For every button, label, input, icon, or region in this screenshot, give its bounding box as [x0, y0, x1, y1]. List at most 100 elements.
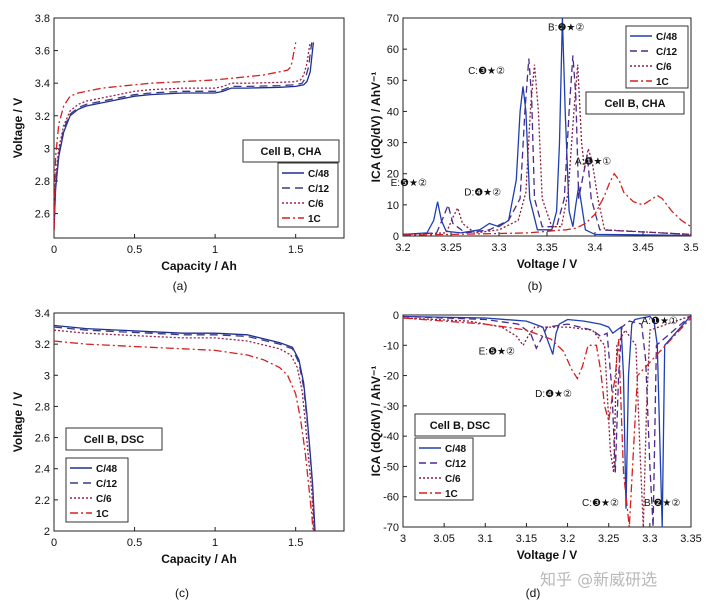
y-tick-label-d: -10: [383, 340, 399, 352]
legend-label: C/6: [96, 494, 112, 505]
series-group-c: [54, 324, 316, 531]
annotation-box-a: [242, 139, 340, 163]
annotation-text-b: Cell B, CHA: [604, 98, 665, 110]
x-tick-label-c: 1: [212, 537, 218, 549]
x-tick-label-a: 0.5: [127, 244, 142, 256]
annotation-box-d: [414, 413, 506, 437]
legend-label: 1C: [96, 509, 109, 520]
series-line-1C: [54, 340, 314, 531]
peak-label: E:❺★②: [479, 346, 515, 357]
peak-label: D:❹★②: [464, 188, 501, 199]
series-line-C-12: [403, 315, 691, 527]
x-tick-label-b: 3.25: [440, 242, 461, 254]
y-tick-label-c: 3: [44, 370, 50, 382]
series-line-C-6: [54, 329, 315, 531]
x-tick-label-a: 0: [51, 244, 57, 256]
x-axis-label-c: Capacity / Ah: [161, 552, 237, 566]
x-tick-label-d: 3.05: [433, 533, 454, 545]
x-tick-label-d: 3.15: [516, 533, 537, 545]
y-axis-label-b: ICA (dQ/dV) / AhV⁻¹: [369, 72, 383, 183]
y-tick-label-a: 2.6: [35, 209, 50, 221]
y-tick-label-b: 60: [387, 44, 399, 56]
legend-label: C/12: [445, 459, 467, 470]
y-tick-label-a: 2.8: [35, 176, 50, 188]
y-tick-label-b: 30: [387, 138, 399, 150]
chart-panel-b: 3.2 3.25 3.3 3.35 3.4 3.45 3.5 0 10 20 30 40 50 60 70 V…: [369, 13, 699, 293]
series-group-a: [54, 42, 315, 230]
series-line-C-48: [403, 18, 691, 236]
y-tick-label-b: 70: [387, 13, 399, 25]
y-tick-label-b: 20: [387, 169, 399, 181]
y-tick-label-a: 3: [44, 143, 50, 155]
series-line-C-48: [403, 315, 691, 527]
x-tick-label-c: 0.5: [127, 537, 142, 549]
legend-label: C/12: [308, 184, 330, 195]
x-tick-label-a: 1: [212, 244, 218, 256]
series-line-1C: [403, 317, 691, 527]
y-tick-label-b: 0: [393, 231, 399, 243]
x-tick-label-d: 3.1: [478, 533, 493, 545]
annotation-box-c: [65, 427, 163, 451]
annotation-box-b: [585, 91, 685, 115]
y-tick-label-b: 10: [387, 200, 399, 212]
annotation-text-c: Cell B, DSC: [84, 434, 145, 446]
y-tick-label-d: -50: [383, 461, 399, 473]
legend-label: C/6: [656, 62, 672, 73]
legend-label: 1C: [308, 214, 321, 225]
x-axis-label-d: Voltage / V: [517, 548, 577, 562]
x-tick-label-d: 3.2: [560, 533, 575, 545]
y-tick-label-c: 2.6: [35, 433, 50, 445]
legend-label: C/12: [96, 479, 118, 490]
peak-label: B:❷★②: [644, 498, 680, 509]
x-tick-label-d: 3.3: [642, 533, 657, 545]
chart-panel-c: 0 0.5 1 1.5 2 2.2 2.4 2.6 2.8 3 3.2 3.4 Capacity / A…: [11, 308, 345, 600]
x-tick-label-b: 3.2: [395, 242, 410, 254]
y-axis-label-a: Voltage / V: [11, 98, 25, 158]
x-tick-label-b: 3.45: [632, 242, 653, 254]
x-tick-label-d: 3.25: [598, 533, 619, 545]
y-tick-label-a: 3.6: [35, 46, 50, 58]
annotation-text-d: Cell B, DSC: [430, 420, 491, 432]
legend-label: C/48: [656, 32, 678, 43]
y-tick-label-a: 3.4: [35, 78, 50, 90]
y-tick-label-a: 3.8: [35, 13, 50, 25]
chart-panel-a: 0 0.5 1 1.5 2.6 2.8 3 3.2 3.4 3.6 3.8 Capacity / Ah…: [11, 13, 345, 293]
series-group-d: [403, 315, 691, 527]
series-line-C-48: [54, 42, 315, 230]
peak-label: D:❹★②: [535, 389, 572, 400]
y-tick-label-c: 2.2: [35, 495, 50, 507]
legend-label: C/48: [445, 444, 467, 455]
x-tick-label-b: 3.5: [683, 242, 698, 254]
y-tick-label-d: -40: [383, 431, 399, 443]
y-tick-label-d: -20: [383, 371, 399, 383]
annotation-text-a: Cell B, CHA: [260, 146, 321, 158]
y-tick-label-d: -70: [383, 522, 399, 534]
y-tick-label-d: -30: [383, 401, 399, 413]
chart-panel-d: 3 3.05 3.1 3.15 3.2 3.25 3.3 3.35 0 -10 -20 -30 -40 -…: [369, 310, 702, 600]
legend-label: 1C: [656, 77, 669, 88]
series-line-C-12: [54, 326, 316, 531]
x-tick-label-b: 3.3: [491, 242, 506, 254]
y-tick-label-d: 0: [393, 310, 399, 322]
series-line-C-12: [54, 42, 313, 230]
peak-label: A:❶★①: [642, 316, 678, 327]
y-axis-label-d: ICA (dQ/dV) / AhV⁻¹: [369, 366, 383, 477]
x-tick-label-c: 0: [51, 537, 57, 549]
peak-label: C:❸★②: [468, 66, 505, 77]
caption-c: (c): [175, 586, 189, 600]
watermark-text: 知乎 @新威研选: [540, 570, 658, 589]
legend-label: C/48: [308, 169, 330, 180]
y-tick-label-c: 3.4: [35, 308, 50, 320]
peak-label: A:❶★①: [575, 156, 611, 167]
caption-b: (b): [528, 279, 543, 293]
x-tick-label-d: 3.35: [680, 533, 701, 545]
legend-label: C/6: [445, 474, 461, 485]
legend-label: 1C: [445, 489, 458, 500]
series-group-b: [403, 18, 691, 236]
series-line-C-12: [403, 55, 691, 236]
y-axis-label-c: Voltage / V: [11, 392, 25, 452]
y-tick-label-b: 40: [387, 106, 399, 118]
x-tick-label-a: 1.5: [288, 244, 303, 256]
caption-d: (d): [526, 586, 541, 600]
